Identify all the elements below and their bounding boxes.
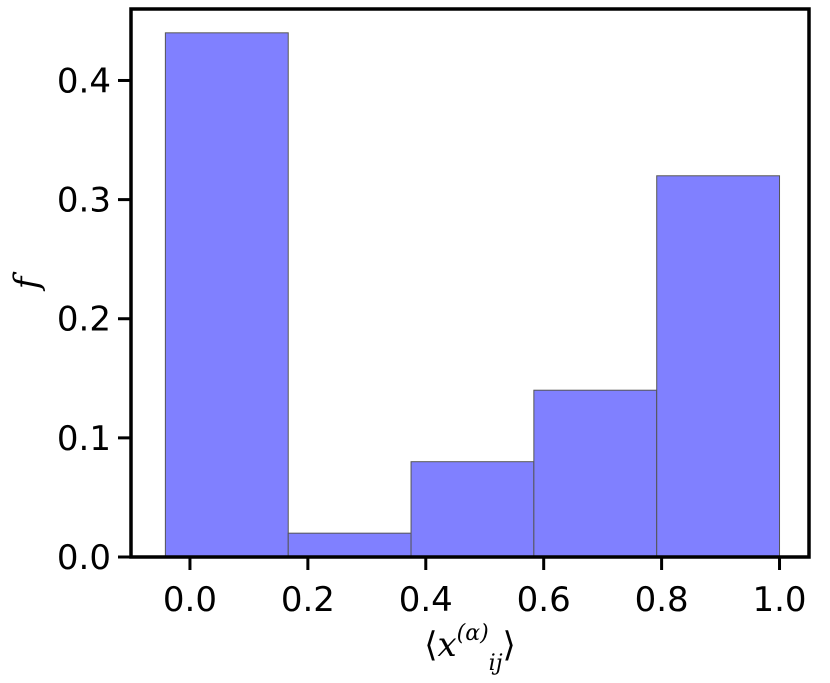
axes-frame: [129, 7, 811, 559]
x-tick-label: 1.0: [752, 580, 806, 620]
x-axis-label-sub: ij: [489, 651, 503, 676]
y-tick-label: 0.0: [57, 538, 111, 578]
bars: [164, 32, 781, 558]
x-axis-label: ⟨x(α)ij⟩: [424, 621, 516, 676]
x-tick-label: 0.8: [635, 580, 689, 620]
x-tick-label: 0.4: [399, 580, 453, 620]
bar-1: [287, 532, 412, 558]
bar-3: [533, 389, 658, 558]
y-tick-label: 0.3: [57, 181, 111, 221]
x-tick-label: 0.0: [163, 580, 217, 620]
x-tick-label: 0.6: [517, 580, 571, 620]
x-axis-label-var: x: [437, 625, 456, 665]
y-axis-label: f: [7, 271, 47, 292]
x-axis-ticks: 0.0 0.2 0.4 0.6 0.8 1.0: [163, 557, 807, 620]
y-tick-label: 0.4: [57, 61, 111, 101]
y-tick-label: 0.1: [57, 419, 111, 459]
bar-2: [410, 461, 535, 558]
bar-4: [656, 175, 781, 558]
y-tick-label: 0.2: [57, 300, 111, 340]
x-tick-label: 0.2: [281, 580, 335, 620]
y-axis-ticks: 0.0 0.1 0.2 0.3 0.4: [57, 61, 131, 578]
x-axis-label-open: ⟨: [424, 625, 437, 665]
bar-0: [164, 32, 289, 558]
x-axis-label-close: ⟩: [503, 625, 516, 665]
x-axis-label-sup: (α): [457, 621, 489, 646]
